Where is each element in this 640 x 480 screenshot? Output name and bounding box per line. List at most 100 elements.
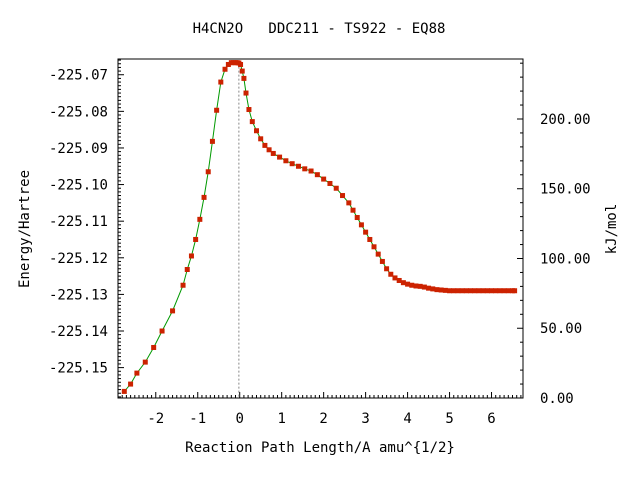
data-point (392, 275, 398, 281)
data-point (405, 281, 411, 287)
data-point (321, 176, 327, 182)
data-point (375, 251, 381, 257)
data-point (409, 282, 415, 288)
data-point (151, 344, 157, 350)
data-point (302, 166, 308, 172)
data-point (254, 128, 259, 134)
y-axis-label: Energy/Hartree (17, 170, 33, 288)
data-point (270, 150, 276, 156)
data-point (421, 284, 427, 290)
data-point (249, 119, 255, 125)
data-point (447, 288, 453, 294)
data-point (218, 79, 224, 85)
y-tick-label: -225.12 (49, 251, 108, 267)
data-point (371, 244, 377, 250)
data-point (197, 216, 203, 222)
data-point (209, 138, 215, 144)
data-point (121, 388, 127, 394)
data-point (241, 75, 247, 81)
data-point (358, 222, 364, 228)
y2-tick-label: 200.00 (540, 112, 591, 128)
data-point (505, 288, 511, 294)
data-point (459, 288, 465, 294)
data-point (501, 288, 507, 294)
y-axis-left: -225.07 -225.08 -225.09 -225.10 -225.11 -225.… (49, 59, 124, 398)
data-point (417, 283, 423, 289)
x-tick-label: 1 (277, 411, 285, 427)
data-point (442, 287, 448, 293)
data-point (283, 158, 289, 164)
data-point (493, 288, 499, 294)
data-point (159, 328, 165, 334)
data-point (388, 271, 394, 277)
y-tick-label: -225.08 (49, 104, 108, 120)
data-point (308, 168, 314, 174)
x-tick-label: 4 (403, 411, 411, 427)
data-point (350, 207, 356, 213)
data-point (379, 258, 385, 264)
data-point (134, 370, 140, 376)
x-tick-label: 0 (235, 411, 243, 427)
y-tick-label: -225.07 (49, 68, 108, 84)
y2-axis-label: kJ/mol (604, 204, 620, 255)
y2-tick-label: 0.00 (540, 391, 574, 407)
data-point (289, 161, 295, 167)
data-point (246, 107, 252, 113)
y-tick-label: -225.14 (49, 324, 108, 340)
data-point (430, 286, 436, 292)
data-point (205, 169, 211, 175)
data-point (266, 147, 272, 153)
series-markers (121, 60, 518, 394)
data-point (184, 267, 190, 272)
data-point (438, 287, 444, 293)
data-point (468, 288, 474, 294)
data-point (396, 277, 402, 283)
data-point (455, 288, 461, 294)
x-axis-label: Reaction Path Length/A amu^{1/2} (185, 440, 455, 456)
data-point (277, 154, 283, 160)
chart-title: H4CN2O DDC211 - TS922 - EQ88 (193, 21, 446, 37)
data-point (243, 90, 249, 96)
data-point (480, 288, 486, 294)
data-point (201, 194, 207, 200)
data-point (333, 185, 339, 191)
data-point (434, 287, 440, 293)
y-tick-label: -225.11 (49, 214, 108, 230)
data-point (489, 288, 495, 294)
data-point (225, 61, 231, 67)
data-point (327, 180, 333, 186)
data-point (258, 136, 264, 142)
y-axis-right: 0.00 50.00 100.00 150.00 200.00 (517, 62, 591, 407)
data-point (472, 288, 478, 294)
data-point (262, 142, 268, 148)
x-tick-label: 6 (487, 411, 495, 427)
data-point (451, 288, 457, 294)
data-point (512, 288, 518, 294)
y2-tick-label: 150.00 (540, 182, 591, 198)
x-tick-label: 2 (319, 411, 327, 427)
data-point (426, 285, 432, 291)
y-tick-label: -225.10 (49, 178, 108, 194)
data-point (193, 236, 199, 242)
data-point (413, 283, 419, 289)
x-axis: -2 -1 0 1 2 3 4 5 6 (117, 392, 522, 427)
y2-tick-label: 100.00 (540, 251, 591, 267)
y-tick-label: -225.15 (49, 361, 108, 377)
y2-tick-label: 50.00 (540, 321, 582, 337)
data-point (497, 288, 503, 294)
y-tick-label: -225.09 (49, 141, 108, 157)
data-point (222, 66, 228, 72)
data-point (384, 266, 390, 272)
data-point (214, 107, 220, 113)
data-point (363, 229, 369, 235)
data-point (128, 381, 134, 387)
data-point (239, 68, 245, 74)
data-point (463, 288, 469, 294)
data-point (142, 359, 148, 365)
data-point (400, 280, 406, 286)
data-point (476, 288, 482, 294)
data-point (188, 253, 194, 259)
y-tick-label: -225.13 (49, 287, 108, 303)
data-point (340, 193, 346, 199)
